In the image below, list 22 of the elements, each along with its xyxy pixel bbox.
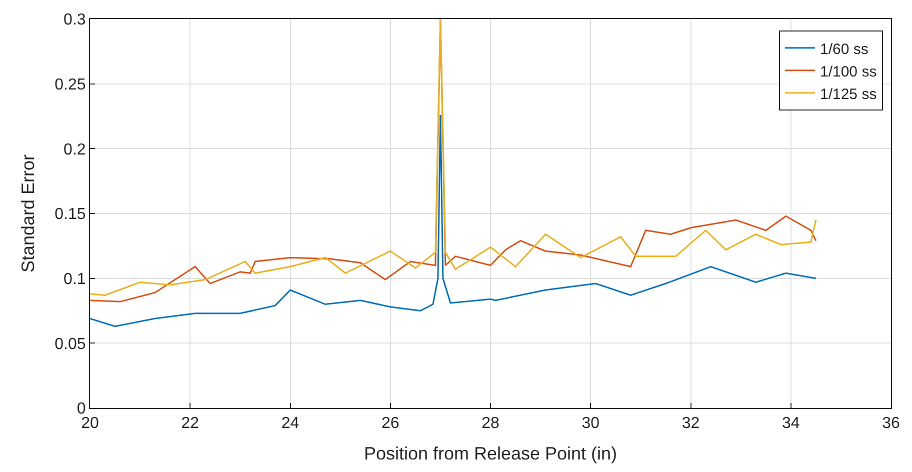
x-tick-label: 22	[181, 415, 200, 432]
x-tick-label: 26	[381, 415, 400, 432]
x-tick-label: 34	[782, 415, 800, 432]
y-tick-label: 0.1	[64, 270, 86, 288]
legend-label: 1/60 ss	[820, 40, 868, 58]
y-axis-title: Standard Error	[18, 154, 38, 273]
y-tick-label: 0.25	[54, 76, 86, 94]
x-tick-label: 20	[81, 415, 99, 432]
y-tick-label: 0.05	[54, 336, 86, 353]
legend-label: 1/100 ss	[820, 63, 877, 80]
line-series	[90, 114, 817, 328]
legend-label: 1/125 ss	[820, 86, 877, 103]
x-tick-label: 28	[482, 415, 500, 432]
x-tick-label: 36	[882, 415, 900, 432]
y-tick-label: 0.3	[64, 12, 86, 29]
y-tick-label: 0.15	[54, 206, 86, 224]
y-tick-label: 0.2	[64, 141, 86, 158]
y-tick-label: 0	[76, 400, 86, 418]
x-tick-label: 32	[682, 415, 700, 432]
x-tick-label: 30	[582, 415, 600, 432]
x-tick-label: 24	[281, 415, 300, 432]
x-axis-title: Position from Release Point (in)	[364, 443, 618, 464]
